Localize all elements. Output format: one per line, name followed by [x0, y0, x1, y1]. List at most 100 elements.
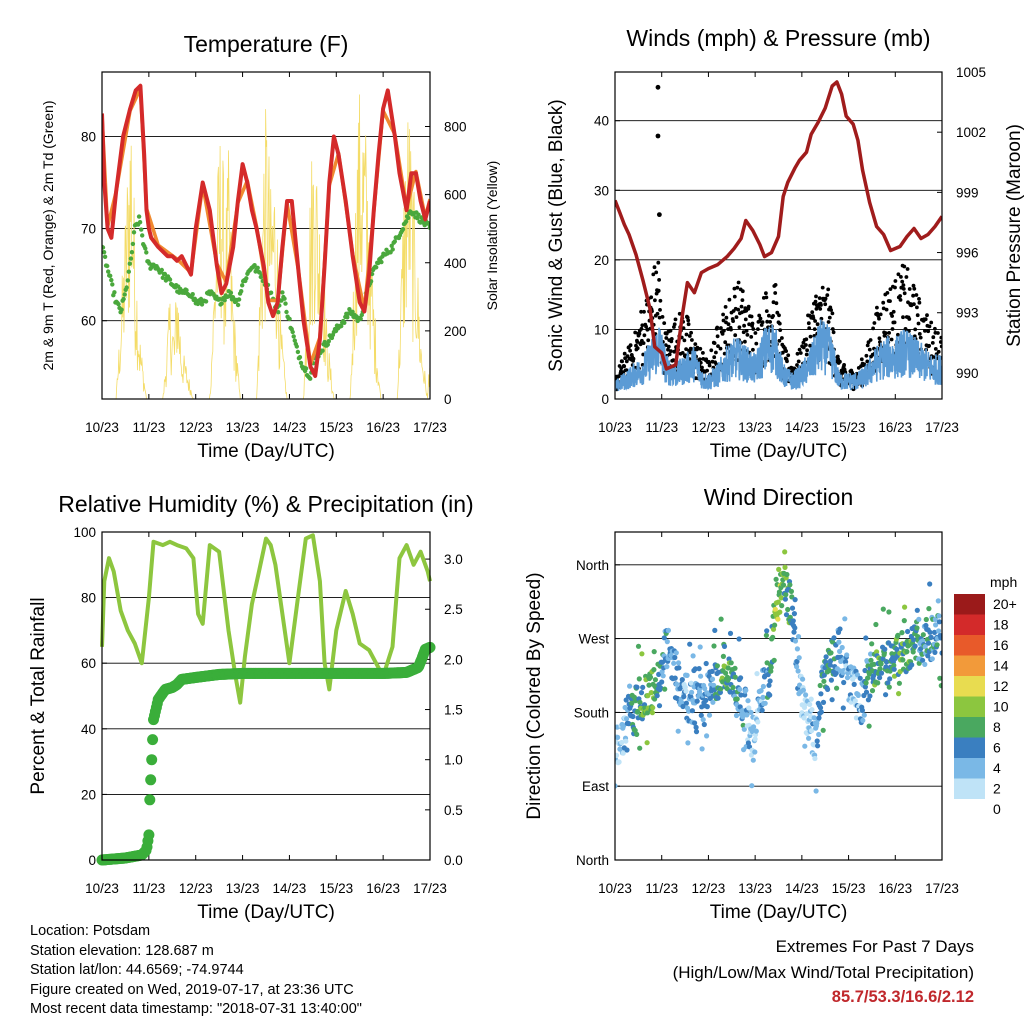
gust-point — [931, 355, 936, 360]
gust-point — [688, 346, 693, 351]
direction-point — [794, 658, 800, 665]
direction-point — [916, 616, 922, 622]
direction-point — [763, 632, 770, 639]
y2-tick-label: 999 — [956, 185, 979, 200]
direction-point — [736, 636, 742, 642]
gust-point — [623, 356, 627, 361]
direction-point — [823, 654, 829, 660]
gust-point — [826, 320, 831, 324]
direction-point — [936, 613, 942, 619]
direction-point — [871, 673, 877, 679]
dewpoint-point — [119, 307, 124, 312]
gust-point — [664, 336, 669, 340]
direction-point — [899, 630, 905, 636]
x-tick-label: 11/23 — [645, 881, 678, 896]
dewpoint-point — [268, 290, 274, 295]
direction-point — [758, 688, 764, 694]
gust-point — [915, 305, 919, 310]
gust-point — [715, 325, 720, 330]
direction-point — [842, 616, 848, 622]
y-tick-label: East — [582, 779, 609, 794]
colorbar-label: 4 — [993, 760, 1001, 776]
direction-point — [817, 682, 823, 689]
direction-point — [816, 715, 822, 721]
gust-point — [911, 283, 916, 288]
direction-point — [637, 745, 643, 751]
direction-point — [650, 705, 656, 711]
dewpoint-point — [416, 212, 421, 217]
gust-point — [662, 321, 667, 325]
y-tick-label: 30 — [594, 183, 609, 198]
gust-point — [797, 347, 802, 352]
gust-point — [628, 343, 633, 348]
direction-point — [772, 606, 778, 612]
gust-point — [767, 313, 771, 318]
direction-point — [686, 708, 692, 714]
dewpoint-point — [350, 309, 355, 314]
colorbar-label: 6 — [993, 740, 1001, 756]
gust-point — [878, 312, 883, 317]
gust-point — [813, 319, 817, 323]
gust-point — [773, 283, 778, 287]
direction-point — [778, 595, 784, 601]
direction-point — [939, 634, 942, 640]
direction-point — [630, 713, 636, 720]
y2-tick-label: 996 — [956, 246, 979, 261]
solar-insolation-line — [102, 94, 430, 399]
gust-point — [743, 339, 747, 344]
x-tick-label: 10/23 — [85, 881, 119, 896]
gust-point — [707, 363, 712, 368]
gust-point — [681, 326, 686, 330]
gust-point — [915, 313, 920, 318]
gust-point — [868, 338, 873, 342]
y-tick-label: 0 — [88, 853, 96, 868]
direction-point — [794, 664, 800, 670]
gust-point — [628, 348, 632, 353]
precip-point — [143, 829, 155, 841]
gust-point — [740, 289, 745, 294]
gust-point — [760, 320, 765, 325]
gust-point — [830, 311, 835, 316]
direction-point — [909, 662, 915, 668]
gust-point — [808, 334, 813, 339]
dewpoint-point — [143, 246, 148, 251]
gust-point — [926, 329, 931, 334]
x-tick-label: 10/23 — [85, 420, 119, 435]
x-tick-label: 12/23 — [692, 881, 726, 896]
direction-point — [807, 701, 813, 708]
gust-point — [918, 335, 923, 340]
gust-point — [796, 359, 801, 364]
gust-point — [684, 347, 688, 351]
direction-point — [814, 738, 820, 744]
chart-title: Winds (mph) & Pressure (mb) — [626, 25, 930, 51]
gust-point — [700, 365, 704, 370]
gust-point — [705, 368, 709, 373]
direction-point — [651, 667, 657, 673]
x-tick-label: 11/23 — [645, 420, 678, 435]
direction-point — [861, 712, 867, 718]
dewpoint-point — [129, 250, 135, 255]
direction-point — [689, 689, 695, 696]
gust-point — [736, 307, 741, 312]
direction-point — [936, 619, 942, 625]
dewpoint-point — [252, 263, 257, 268]
direction-point — [706, 712, 713, 718]
direction-point — [865, 675, 871, 681]
dewpoint-point — [162, 271, 168, 277]
dewpoint-point — [131, 230, 137, 235]
gust-point — [913, 327, 918, 332]
direction-point — [938, 683, 942, 689]
gust-point — [912, 286, 917, 291]
direction-point — [698, 673, 704, 679]
gust-peak-point — [655, 84, 661, 90]
latlon-text: Station lat/lon: 44.6569; -74.9744 — [30, 962, 244, 979]
gust-point — [917, 300, 922, 305]
gust-point — [827, 315, 832, 320]
gust-point — [933, 326, 937, 331]
dewpoint-point — [292, 338, 297, 343]
dewpoint-point — [297, 355, 303, 360]
gust-point — [712, 355, 717, 360]
direction-point — [645, 693, 651, 699]
gust-point — [635, 346, 640, 351]
gust-point — [753, 331, 758, 335]
